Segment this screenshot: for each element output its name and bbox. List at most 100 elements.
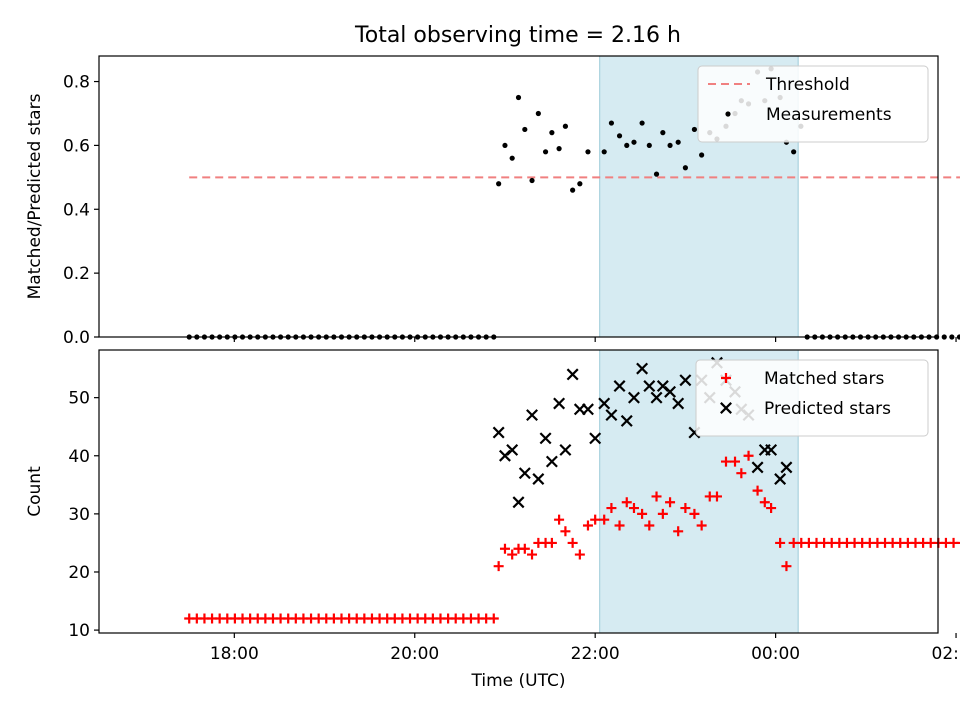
data-point <box>567 537 578 548</box>
data-point <box>765 443 778 456</box>
data-point <box>941 334 947 340</box>
y-tick-label: 0.0 <box>63 328 90 348</box>
x-tick-label: 18:00 <box>210 644 259 664</box>
data-point <box>577 181 583 187</box>
data-point <box>657 508 668 519</box>
data-point <box>730 456 741 467</box>
y-axis-label: Matched/Predicted stars <box>25 93 45 299</box>
data-point <box>519 543 530 554</box>
chart-title: Total observing time = 2.16 h <box>354 23 681 48</box>
y-tick-label: 20 <box>68 563 90 583</box>
data-point <box>539 432 552 445</box>
data-point <box>560 526 571 537</box>
data-point <box>689 508 700 519</box>
data-point <box>522 126 528 133</box>
data-point <box>643 380 656 393</box>
x-tick-label: 02:00 <box>932 644 960 664</box>
data-point <box>620 414 633 427</box>
data-point <box>601 149 607 155</box>
legend-box <box>697 65 929 143</box>
data-point <box>608 120 615 126</box>
data-point <box>699 152 705 158</box>
data-point <box>621 497 632 508</box>
data-point <box>599 514 610 525</box>
y-tick-label: 0.6 <box>63 136 90 156</box>
legend-label: Predicted stars <box>764 399 891 419</box>
data-point <box>637 508 648 519</box>
data-point <box>644 520 655 531</box>
data-point <box>582 520 593 531</box>
data-point <box>653 171 660 177</box>
data-point <box>628 503 639 514</box>
legend-label: Matched stars <box>764 369 884 389</box>
legend-swatch <box>721 373 731 383</box>
data-point <box>585 149 591 155</box>
axes-frame <box>98 349 939 634</box>
data-point <box>614 520 625 531</box>
data-point <box>664 385 677 398</box>
data-point <box>532 473 545 485</box>
data-point <box>549 130 555 136</box>
data-point <box>518 467 531 480</box>
data-point <box>949 334 955 340</box>
legend-entry: Measurements <box>725 105 892 125</box>
data-point <box>680 503 691 514</box>
data-point <box>570 187 576 193</box>
data-point <box>562 123 569 129</box>
data-point <box>639 120 645 126</box>
data-point <box>665 497 676 508</box>
data-point <box>679 374 692 387</box>
data-point <box>660 130 666 136</box>
x-tick-label: 00:00 <box>751 644 800 664</box>
data-point <box>751 461 764 474</box>
data-point <box>624 142 630 149</box>
x-tick-label: 22:00 <box>571 644 620 664</box>
x-tick-label: 20:00 <box>390 644 439 664</box>
data-point <box>507 549 518 560</box>
data-point <box>780 461 793 474</box>
data-point <box>589 432 602 445</box>
data-point <box>556 146 562 152</box>
axes-frame <box>98 55 939 338</box>
data-point <box>606 503 617 514</box>
y-tick-label: 50 <box>68 389 90 409</box>
data-point <box>526 409 539 422</box>
data-point <box>605 409 618 422</box>
data-point <box>496 181 502 187</box>
y-tick-label: 40 <box>68 447 90 467</box>
data-point <box>781 561 792 572</box>
legend-swatch <box>725 111 731 117</box>
data-point <box>529 177 535 184</box>
data-point <box>554 514 565 525</box>
y-axis-label: Count <box>25 466 45 517</box>
legend-label: Threshold <box>765 75 850 95</box>
y-tick-label: 30 <box>68 505 90 525</box>
data-point <box>667 142 673 149</box>
series-measurements <box>186 66 960 340</box>
data-point <box>636 362 649 375</box>
data-point <box>775 537 786 548</box>
legend-swatch <box>720 402 732 414</box>
data-point <box>566 368 579 381</box>
data-point <box>720 456 731 467</box>
data-point <box>545 455 558 468</box>
ratio-panel: 0.0 0.2 0.4 0.6 0.8 Matched/Predicted stars Th… <box>25 55 960 348</box>
data-point <box>527 549 538 560</box>
data-point <box>736 468 747 479</box>
data-point <box>574 549 585 560</box>
legend-label: Measurements <box>766 105 892 125</box>
legend-box <box>695 359 929 437</box>
data-point <box>598 397 611 410</box>
data-point <box>752 485 763 496</box>
data-point <box>515 94 522 101</box>
data-point <box>499 543 510 554</box>
data-point <box>542 149 549 155</box>
y-tick-label: 10 <box>68 621 90 641</box>
y-tick-label: 0.8 <box>63 73 90 93</box>
legend-entry: Threshold <box>708 75 850 95</box>
data-point <box>675 139 681 145</box>
data-point <box>546 537 557 548</box>
data-point <box>590 514 601 525</box>
data-point <box>759 497 770 508</box>
